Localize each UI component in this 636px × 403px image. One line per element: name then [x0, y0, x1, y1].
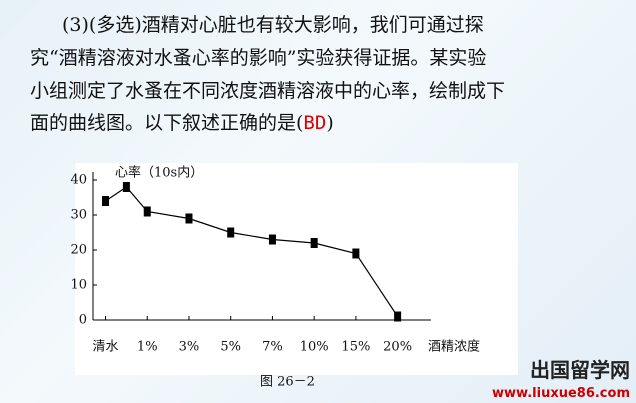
data-point [268, 234, 276, 245]
x-tick-label: 7% [262, 340, 283, 355]
y-tick-label: 30 [70, 208, 87, 223]
y-tick-label: 10 [70, 278, 87, 293]
x-tick-label: 5% [220, 340, 241, 355]
x-tick-label: 10% [300, 340, 329, 355]
data-point [227, 227, 235, 238]
x-axis-label: 酒精浓度 [428, 339, 480, 355]
data-point [310, 238, 318, 248]
data-point [185, 213, 193, 224]
y-tick-label: 20 [70, 243, 87, 258]
question-line: 面的曲线图。以下叙述正确的是(BD) [30, 108, 334, 135]
watermark-name: 出国留学网 [530, 358, 630, 382]
x-tick-label: 清水 [93, 340, 119, 355]
x-tick-label: 15% [341, 340, 370, 355]
data-point [352, 248, 360, 259]
question-line: 究“酒精溶液对水蚤心率的影响”实验获得证据。某实验 [30, 47, 487, 69]
question-text: 面的曲线图。以下叙述正确的是( [30, 112, 304, 134]
question-line: (3)(多选)酒精对心脏也有较大影响，我们可通过探 [62, 14, 484, 36]
y-tick-label: 0 [79, 313, 87, 328]
data-point [102, 196, 110, 206]
chart-frame [75, 163, 518, 375]
answer: BD [303, 112, 327, 134]
data-point [143, 206, 151, 217]
y-axis-label: 心率（10s内） [115, 165, 203, 181]
x-tick-label: 3% [179, 340, 200, 355]
x-tick-label: 1% [137, 340, 158, 355]
data-point [394, 311, 402, 322]
caption: 图 26－2 [260, 375, 315, 390]
watermark-url: www.liuxue86.com [492, 386, 630, 401]
question-line: 小组测定了水蚤在不同浓度酒精溶液中的心率，绘制成下 [30, 80, 506, 102]
x-tick-label: 20% [383, 340, 412, 355]
data-point [122, 182, 130, 192]
y-tick-label: 40 [70, 173, 87, 188]
question-close: ) [326, 112, 334, 134]
